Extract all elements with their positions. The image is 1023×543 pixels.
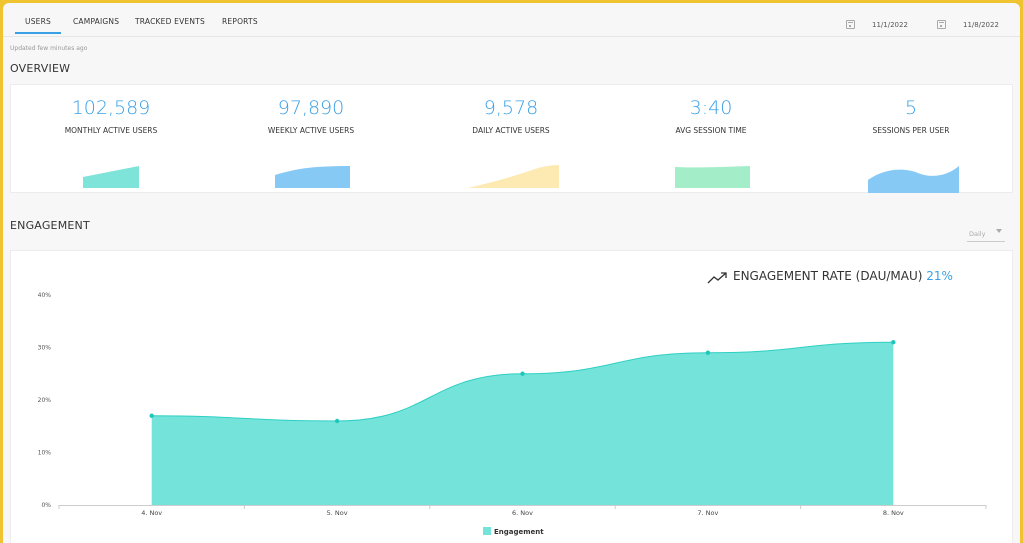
stat-value: 3:40 bbox=[689, 97, 733, 119]
overview-title: OVERVIEW bbox=[10, 62, 71, 75]
tab-tracked-events[interactable]: TRACKED EVENTS bbox=[135, 17, 205, 26]
x-tick-label: 8. Nov bbox=[883, 509, 904, 517]
stat-label: AVG SESSION TIME bbox=[675, 126, 747, 135]
y-tick-label: 20% bbox=[38, 397, 52, 404]
data-point bbox=[520, 371, 525, 376]
chevron-down-icon bbox=[996, 229, 1002, 233]
engagement-rate-label: ENGAGEMENT RATE (DAU/MAU) bbox=[733, 269, 923, 283]
x-tick-label: 4. Nov bbox=[141, 509, 162, 517]
stat-label: DAILY ACTIVE USERS bbox=[472, 126, 550, 135]
engagement-rate-value: 21% bbox=[926, 269, 953, 283]
engagement-rate: ENGAGEMENT RATE (DAU/MAU) 21% bbox=[733, 269, 953, 283]
y-tick-label: 0% bbox=[41, 502, 51, 509]
legend-label: Engagement bbox=[494, 528, 544, 536]
stat-value: 5 bbox=[904, 97, 918, 119]
stat-avg-session-time: 3:40 AVG SESSION TIME bbox=[611, 85, 811, 194]
sparkline bbox=[468, 165, 559, 188]
data-point bbox=[891, 340, 896, 345]
legend-swatch bbox=[483, 527, 491, 535]
x-tick-label: 6. Nov bbox=[512, 509, 533, 517]
tab-reports[interactable]: REPORTS bbox=[222, 17, 258, 26]
period-select[interactable]: Daily bbox=[967, 226, 1005, 242]
tab-campaigns[interactable]: CAMPAIGNS bbox=[73, 17, 120, 26]
engagement-area bbox=[151, 342, 894, 505]
y-tick-label: 30% bbox=[38, 345, 52, 352]
stat-value: 97,890 bbox=[277, 97, 345, 119]
end-date[interactable]: 11/8/2022 bbox=[963, 21, 999, 29]
updated-text: Updated few minutes ago bbox=[10, 45, 88, 52]
tab-users[interactable]: USERS bbox=[15, 17, 61, 34]
stat-weekly-active-users: 97,890 WEEKLY ACTIVE USERS bbox=[211, 85, 411, 194]
sparkline bbox=[868, 166, 959, 193]
calendar-icon[interactable] bbox=[937, 20, 946, 29]
start-date[interactable]: 11/1/2022 bbox=[872, 21, 908, 29]
engagement-chart: 0% 10% 20% 30% 40% 4. Nov 5. Nov 6. Nov 7. Nov 8.… bbox=[38, 292, 987, 536]
x-tick-label: 5. Nov bbox=[327, 509, 348, 517]
stat-value: 102,589 bbox=[71, 97, 151, 119]
sparkline bbox=[275, 166, 350, 188]
engagement-chart-card: 0% 10% 20% 30% 40% 4. Nov 5. Nov 6. Nov 7. Nov 8.… bbox=[10, 250, 1013, 543]
calendar-icon[interactable] bbox=[846, 20, 855, 29]
trending-up-icon bbox=[707, 272, 727, 284]
y-tick-label: 40% bbox=[38, 292, 52, 299]
stat-sessions-per-user: 5 SESSIONS PER USER bbox=[811, 85, 1011, 194]
x-tick-label: 7. Nov bbox=[697, 509, 718, 517]
sparkline bbox=[83, 166, 139, 188]
data-point bbox=[705, 350, 711, 355]
engagement-title: ENGAGEMENT bbox=[10, 219, 90, 232]
overview-card: 102,589 MONTHLY ACTIVE USERS 97,890 WEEK… bbox=[10, 84, 1013, 193]
y-tick-label: 10% bbox=[38, 450, 52, 457]
tab-bar: USERS CAMPAIGNS TRACKED EVENTS REPORTS 1… bbox=[3, 3, 1020, 37]
stat-label: SESSIONS PER USER bbox=[872, 126, 950, 135]
period-value: Daily bbox=[969, 230, 986, 238]
stat-daily-active-users: 9,578 DAILY ACTIVE USERS bbox=[411, 85, 611, 194]
stat-value: 9,578 bbox=[483, 97, 539, 119]
stat-label: WEEKLY ACTIVE USERS bbox=[267, 126, 355, 135]
stat-monthly-active-users: 102,589 MONTHLY ACTIVE USERS bbox=[11, 85, 211, 194]
data-point bbox=[334, 418, 340, 424]
data-point bbox=[149, 413, 154, 418]
stat-label: MONTHLY ACTIVE USERS bbox=[64, 126, 158, 135]
app-frame: USERS CAMPAIGNS TRACKED EVENTS REPORTS 1… bbox=[3, 3, 1020, 543]
sparkline bbox=[675, 166, 750, 188]
